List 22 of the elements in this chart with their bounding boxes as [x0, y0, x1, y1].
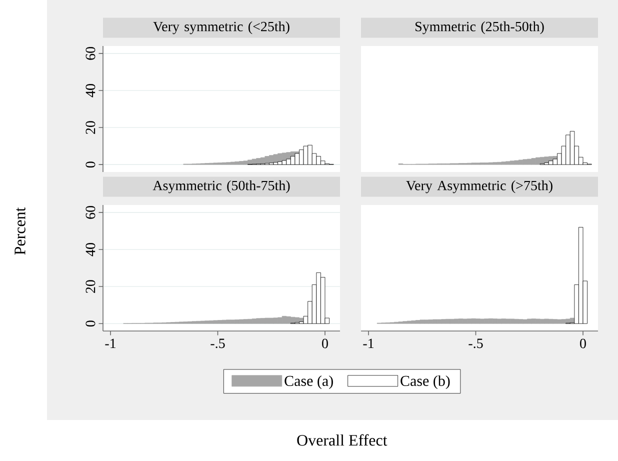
x-tick-label: -.5 — [468, 338, 483, 348]
x-tick-label: 0 — [322, 338, 328, 348]
y-tick-label: 60 — [86, 206, 96, 219]
chart-title: Symmetric (25th-50th) — [416, 21, 544, 34]
legend-label: Case (b) — [400, 375, 450, 390]
chart-title: Very symmetric (<25th) — [153, 21, 290, 34]
y-tick-label: 40 — [86, 243, 96, 256]
y-tick-label: 0 — [86, 320, 96, 327]
y-tick-label: 60 — [86, 46, 96, 60]
chart-title: Very Asymmetric (>75th) — [406, 180, 552, 194]
x-tick-label: 0 — [580, 338, 586, 348]
y-axis-title: Percent — [14, 207, 26, 255]
chart-title: Asymmetric (50th-75th) — [152, 180, 290, 194]
x-tick-label: -1 — [363, 338, 374, 348]
y-tick-label: 0 — [86, 162, 96, 168]
y-tick-label: 40 — [86, 84, 96, 98]
legend-label: Case (a) — [284, 375, 333, 390]
x-tick-label: -.5 — [210, 338, 225, 348]
y-tick-label: 20 — [86, 280, 96, 293]
y-tick-label: 20 — [86, 121, 96, 134]
x-tick-label: -1 — [105, 338, 116, 348]
x-axis-title: Overall Effect — [297, 434, 388, 446]
